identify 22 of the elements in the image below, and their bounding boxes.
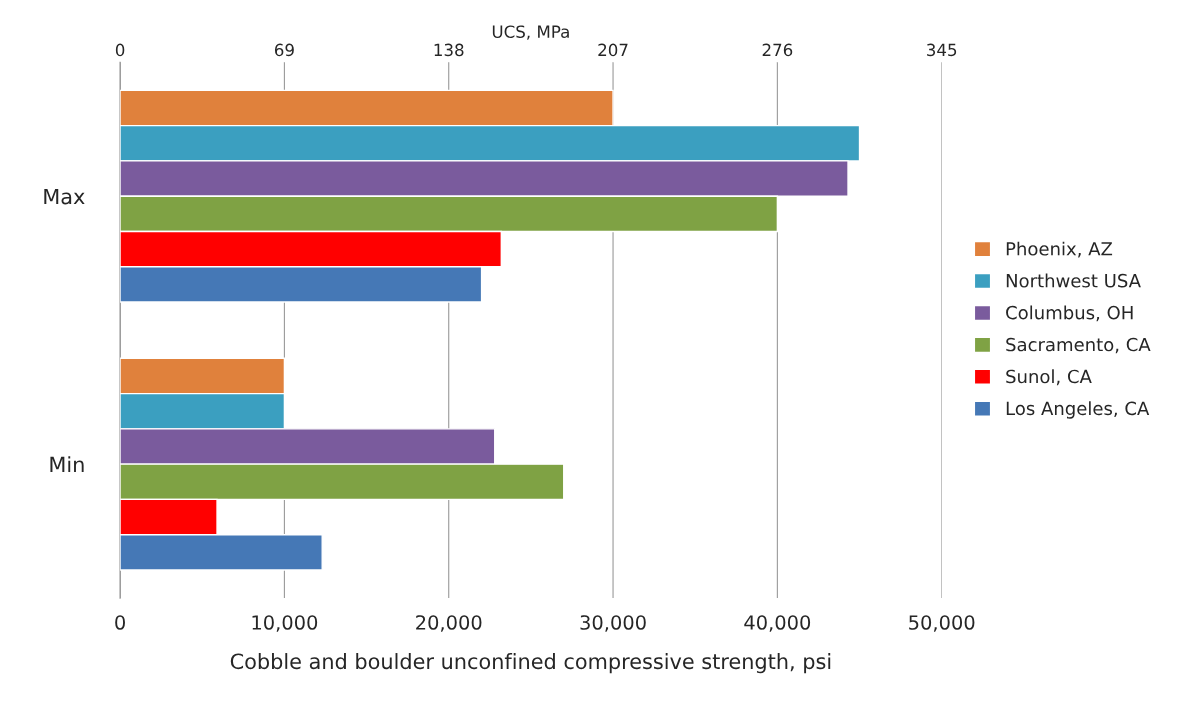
- x2-tick-label: 69: [274, 43, 294, 57]
- x2-tick-label: 207: [598, 43, 628, 57]
- x2-axis-title: UCS, MPa: [492, 25, 569, 40]
- x2-tick-label: 138: [434, 43, 464, 57]
- x-tick-label: 20,000: [416, 615, 482, 632]
- x-tick-label: 50,000: [909, 615, 975, 632]
- legend-label: Northwest USA: [1006, 273, 1141, 288]
- legend-label: Sacramento, CA: [1006, 337, 1151, 354]
- legend-label: Columbus, OH: [1006, 305, 1133, 322]
- y-tick-label: Min: [50, 456, 84, 473]
- x-axis-title: Cobble and boulder unconfined compressive strength, psi: [230, 653, 831, 674]
- legend-label: Los Angeles, CA: [1006, 401, 1150, 419]
- x-tick-label: 10,000: [252, 615, 318, 632]
- x-tick-label: 30,000: [580, 615, 646, 632]
- y-tick-label: Max: [44, 188, 85, 205]
- legend-label: Sunol, CA: [1006, 369, 1092, 386]
- x2-tick-label: 276: [762, 43, 793, 57]
- x-tick-label: 40,000: [744, 615, 811, 632]
- x2-tick-label: 0: [115, 43, 125, 57]
- legend-label: Phoenix, AZ: [1006, 241, 1113, 258]
- x2-tick-label: 345: [927, 43, 957, 57]
- x-tick-label: 0: [115, 615, 125, 630]
